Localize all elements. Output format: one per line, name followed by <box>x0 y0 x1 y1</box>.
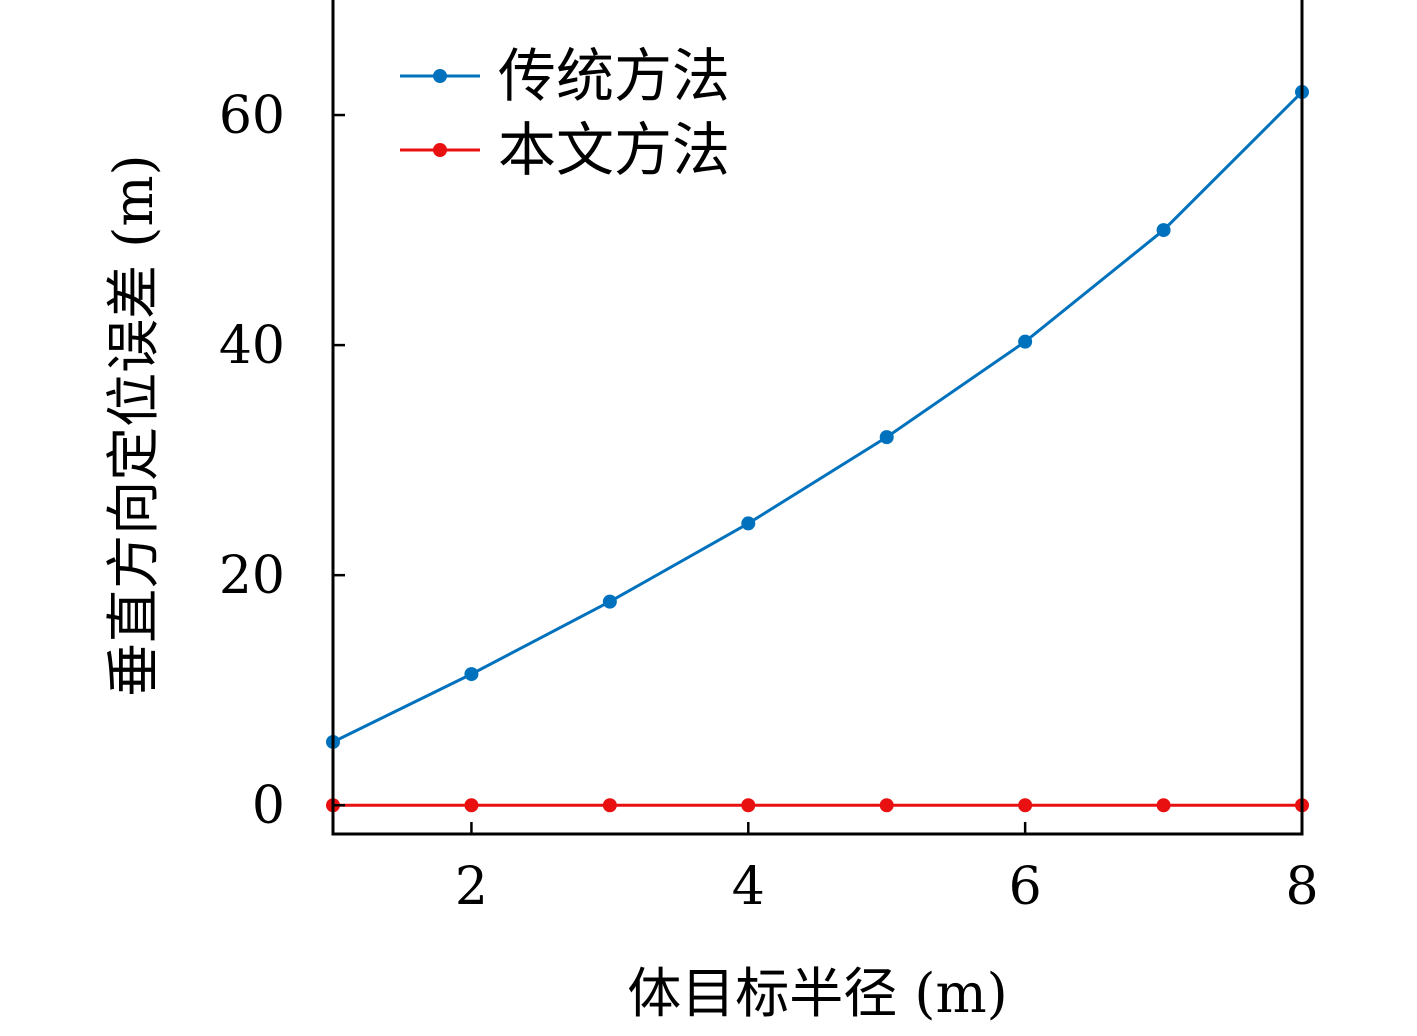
data-point <box>1156 223 1171 238</box>
x-tick-label: 4 <box>732 857 765 917</box>
series-layer <box>326 85 1309 813</box>
x-tick-label: 6 <box>1009 857 1042 917</box>
y-tick-label: 60 <box>219 86 285 146</box>
data-point <box>1156 798 1171 813</box>
legend-swatch-marker <box>433 69 447 83</box>
series-1 <box>326 85 1309 749</box>
legend-swatch-marker <box>433 143 447 157</box>
data-point <box>464 667 479 682</box>
y-tick-label: 40 <box>219 316 285 376</box>
x-tick-label: 2 <box>455 857 488 917</box>
legend-label: 传统方法 <box>498 42 730 110</box>
y-axis-title: 垂直方向定位误差 (m) <box>102 154 165 697</box>
series-line <box>332 90 1304 744</box>
data-point <box>1018 334 1033 349</box>
legend-label: 本文方法 <box>498 116 730 184</box>
legend-item: 本文方法 <box>400 116 730 184</box>
data-point <box>741 798 756 813</box>
series-2 <box>326 798 1309 813</box>
data-point <box>602 798 617 813</box>
data-point <box>879 798 894 813</box>
y-tick-label: 0 <box>252 776 285 836</box>
data-point <box>1018 798 1033 813</box>
data-point <box>741 516 756 531</box>
legend-item: 传统方法 <box>400 42 730 110</box>
x-axis-title: 体目标半径 (m) <box>627 962 1008 1025</box>
y-tick-label: 20 <box>219 546 285 606</box>
tick-layer: 2 4 6 8 0 20 40 60 <box>219 86 1319 917</box>
data-point <box>602 594 617 609</box>
plot-frame <box>331 0 1304 836</box>
x-tick-label: 8 <box>1285 857 1318 917</box>
data-point <box>464 798 479 813</box>
data-point <box>879 430 894 445</box>
